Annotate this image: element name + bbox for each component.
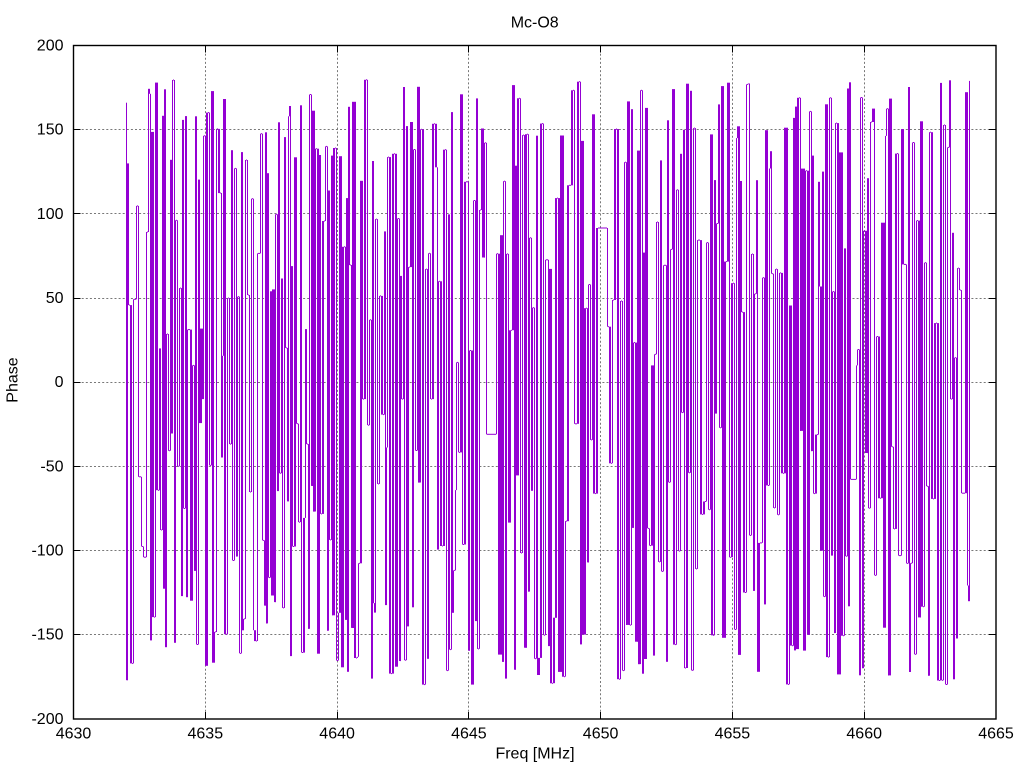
svg-text:150: 150 — [37, 122, 64, 139]
svg-text:4640: 4640 — [319, 726, 355, 743]
svg-text:4650: 4650 — [583, 726, 619, 743]
svg-text:-150: -150 — [31, 627, 63, 644]
svg-text:Freq [MHz]: Freq [MHz] — [495, 746, 574, 763]
svg-text:0: 0 — [55, 374, 64, 391]
svg-text:50: 50 — [46, 290, 64, 307]
svg-text:4665: 4665 — [978, 726, 1014, 743]
svg-text:Phase: Phase — [5, 357, 22, 402]
svg-text:200: 200 — [37, 37, 64, 54]
svg-text:Mc-O8: Mc-O8 — [511, 15, 559, 32]
svg-text:-50: -50 — [40, 458, 63, 475]
svg-text:100: 100 — [37, 206, 64, 223]
svg-text:4660: 4660 — [846, 726, 882, 743]
svg-text:4630: 4630 — [56, 726, 92, 743]
svg-text:4635: 4635 — [188, 726, 224, 743]
svg-text:-100: -100 — [31, 543, 63, 560]
svg-text:4645: 4645 — [451, 726, 487, 743]
svg-text:4655: 4655 — [715, 726, 751, 743]
svg-text:-200: -200 — [31, 711, 63, 728]
